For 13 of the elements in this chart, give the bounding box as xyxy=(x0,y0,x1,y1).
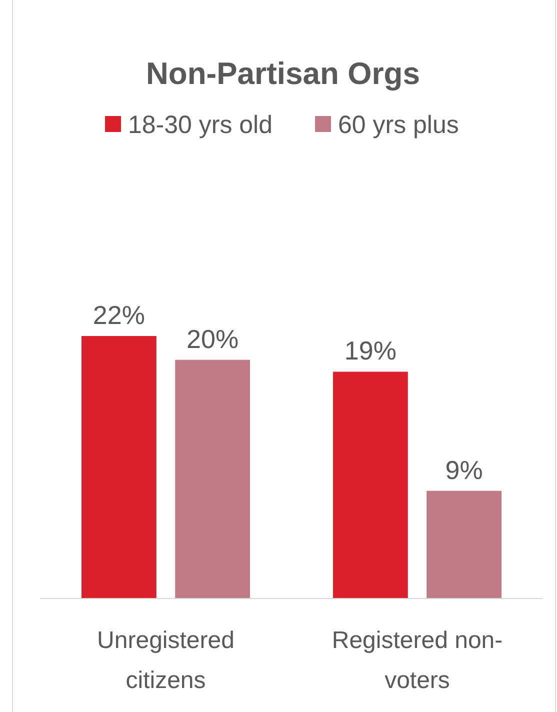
x-tick-label: Unregistered citizens xyxy=(97,627,234,694)
x-tick-label: Registered non-voters xyxy=(332,627,503,694)
legend-label: 60 yrs plus xyxy=(338,111,459,139)
bar xyxy=(332,372,408,598)
data-label: 19% xyxy=(344,336,396,366)
data-label: 20% xyxy=(186,324,239,354)
data-label: 9% xyxy=(445,454,483,485)
bar xyxy=(82,336,156,598)
data-label: 22% xyxy=(92,300,145,330)
chart-title: Non-Partisan Orgs xyxy=(146,56,420,91)
legend-label: 18-30 yrs old xyxy=(128,111,273,139)
bar xyxy=(175,360,250,598)
bar xyxy=(426,490,502,598)
